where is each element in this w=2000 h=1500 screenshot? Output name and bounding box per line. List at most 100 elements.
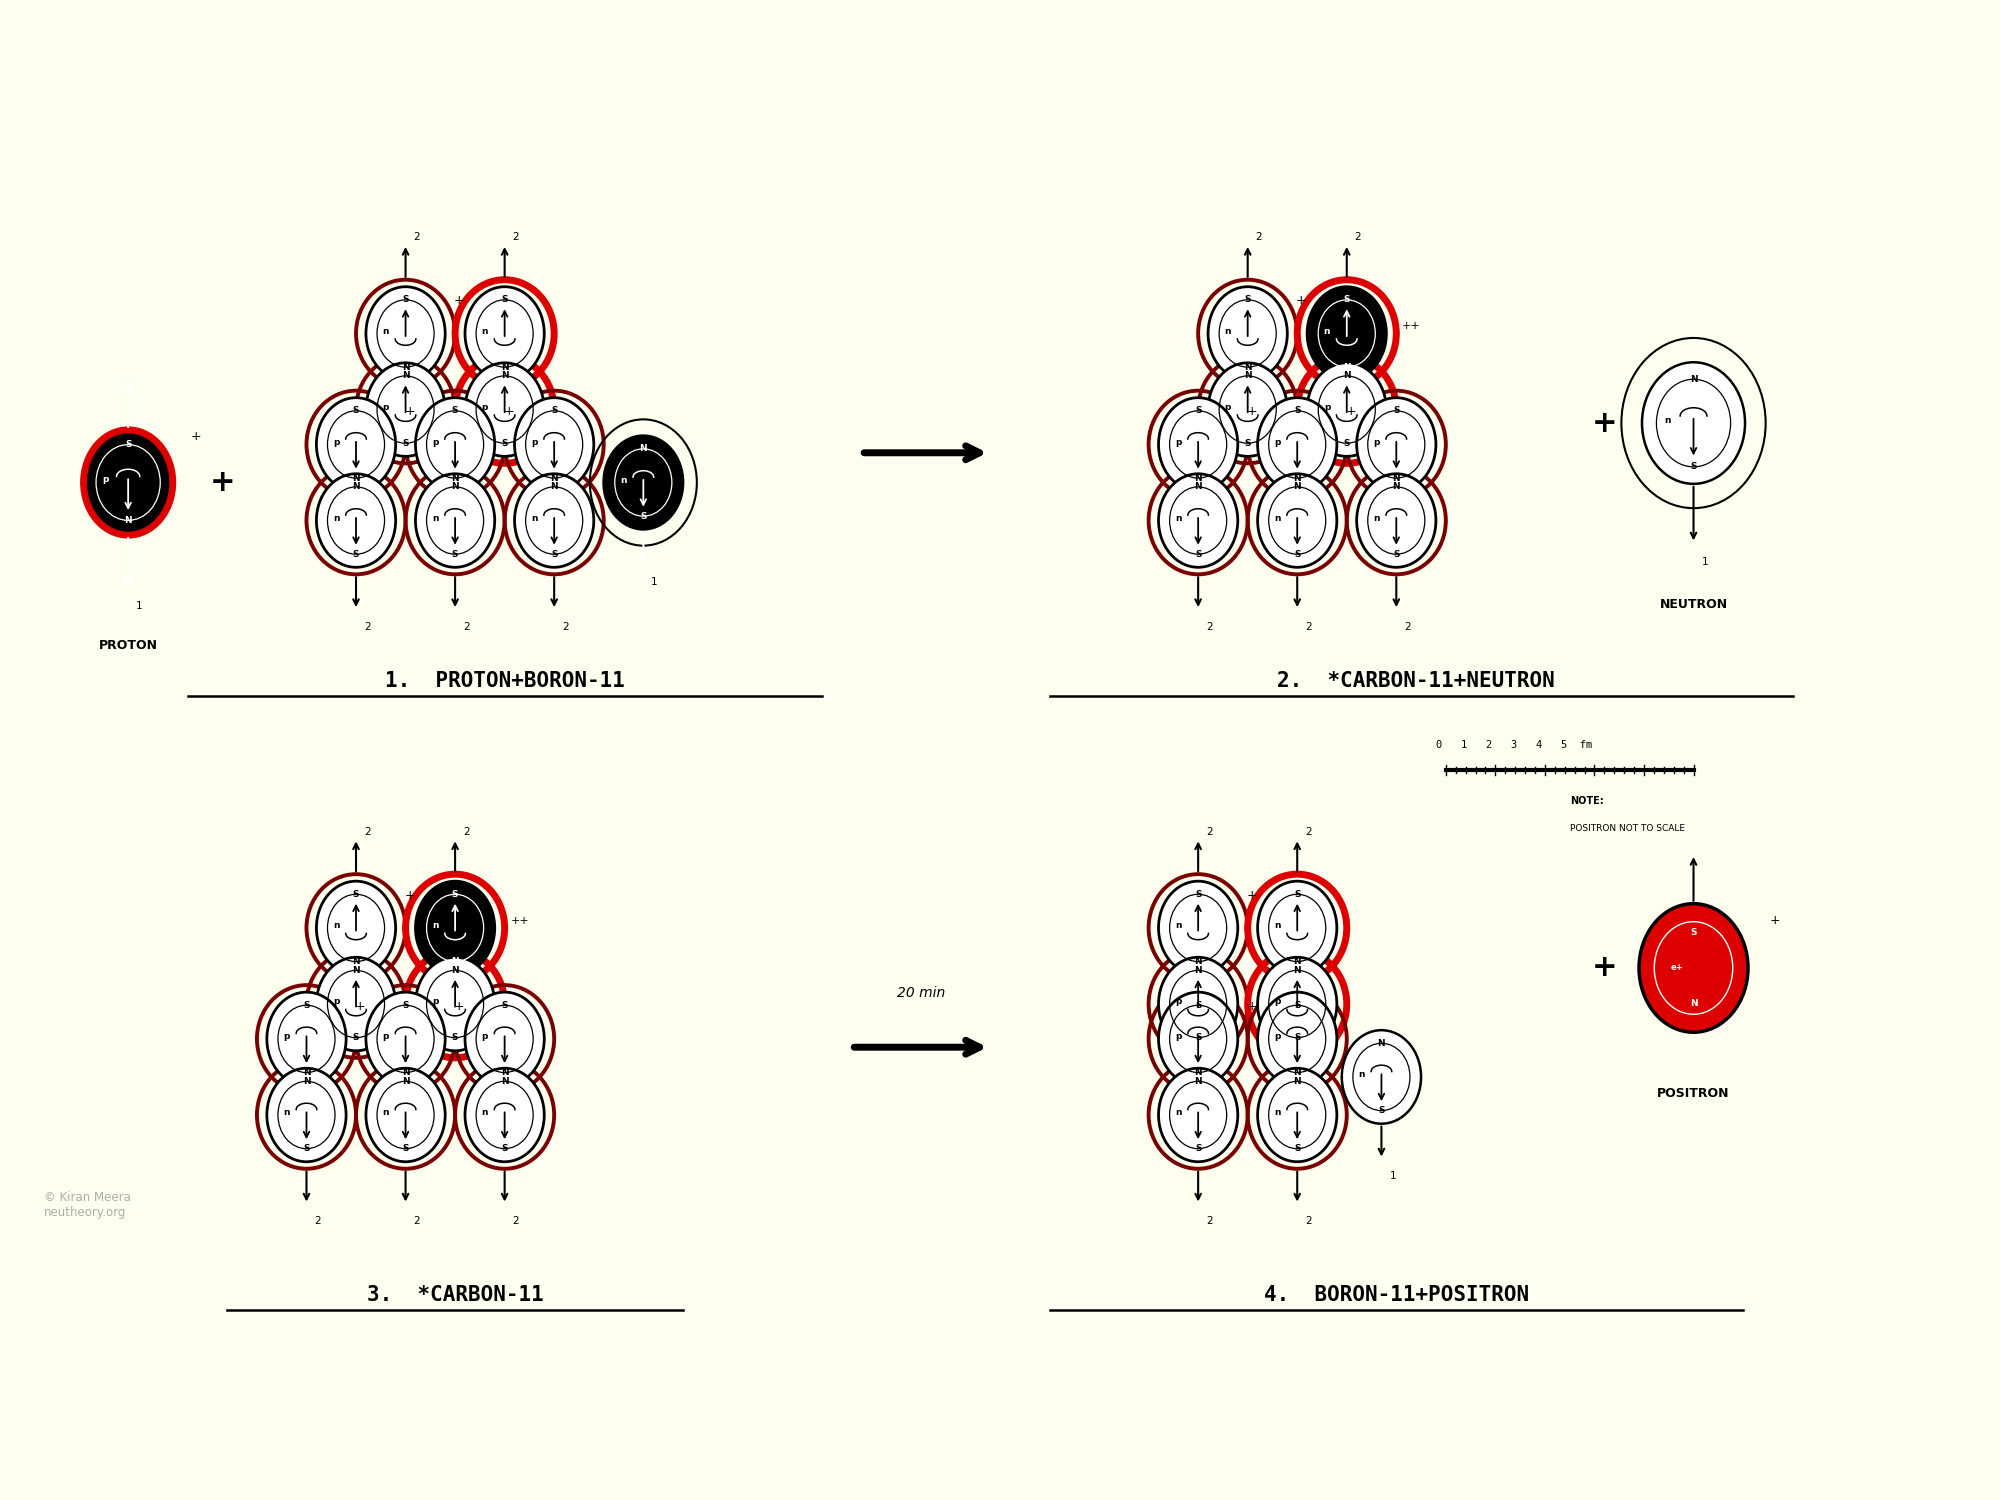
Text: N: N [1194,1068,1202,1077]
Text: N: N [1690,999,1698,1008]
Text: S: S [352,406,360,416]
Text: S: S [402,1144,408,1154]
Text: N: N [1294,957,1302,966]
Text: 1.  PROTON+BORON-11: 1. PROTON+BORON-11 [384,670,624,690]
Text: n: n [1176,921,1182,930]
Text: 1: 1 [1390,1172,1396,1180]
Text: S: S [1690,462,1696,471]
Text: S: S [124,440,132,448]
Text: N: N [1194,966,1202,975]
Ellipse shape [1158,474,1238,567]
Text: N: N [1342,372,1350,381]
Text: S: S [502,296,508,304]
Text: S: S [1394,406,1400,416]
Text: 2: 2 [512,232,520,242]
Text: n: n [382,1108,388,1118]
Text: 2: 2 [1306,1216,1312,1225]
Text: N: N [452,474,458,483]
Text: 2.  *CARBON-11+NEUTRON: 2. *CARBON-11+NEUTRON [1278,670,1554,690]
Text: N: N [500,1068,508,1077]
Text: S: S [452,549,458,558]
Ellipse shape [1158,398,1238,490]
Text: S: S [1244,440,1250,448]
Text: S: S [352,549,360,558]
Text: p: p [1176,438,1182,447]
Text: S: S [550,406,558,416]
Text: N: N [452,966,458,975]
Text: N: N [1294,474,1302,483]
Text: N: N [352,957,360,966]
Ellipse shape [1208,286,1288,381]
Text: N: N [1378,1040,1386,1048]
Ellipse shape [514,398,594,490]
Text: 2: 2 [562,622,568,632]
Text: N: N [500,363,508,372]
Text: n: n [1224,327,1232,336]
Ellipse shape [416,474,494,567]
Text: S: S [640,512,646,520]
Text: 2: 2 [1306,827,1312,837]
Text: S: S [304,1000,310,1010]
Text: p: p [334,998,340,1006]
Text: n: n [432,921,438,930]
Text: S: S [402,1000,408,1010]
Ellipse shape [1640,903,1748,1032]
Text: S: S [352,1034,360,1042]
Text: n: n [432,513,438,522]
Text: S: S [402,296,408,304]
Text: +: + [1346,405,1356,418]
Ellipse shape [316,474,396,567]
Ellipse shape [464,363,544,456]
Ellipse shape [514,474,594,567]
Text: S: S [352,890,360,898]
Ellipse shape [464,1068,544,1162]
Text: p: p [1324,402,1330,411]
Text: N: N [1294,966,1302,975]
Text: S: S [1194,890,1202,898]
Text: N: N [1244,372,1252,381]
Text: S: S [1294,1000,1300,1010]
Text: +: + [1592,954,1618,982]
Text: +: + [210,468,236,496]
Ellipse shape [1158,957,1238,1052]
Ellipse shape [464,992,544,1086]
Ellipse shape [1158,1068,1238,1162]
Text: n: n [332,921,340,930]
Text: S: S [1344,296,1350,304]
Text: S: S [1194,1144,1202,1154]
Ellipse shape [1356,398,1436,490]
Text: n: n [284,1108,290,1118]
Ellipse shape [266,1068,346,1162]
Text: +: + [1770,915,1780,927]
Text: n: n [1274,921,1280,930]
Text: p: p [1224,402,1232,411]
Ellipse shape [316,398,396,490]
Text: 2: 2 [512,1216,520,1225]
Ellipse shape [416,398,494,490]
Text: S: S [1378,1106,1384,1114]
Text: S: S [452,406,458,416]
Text: POSITRON: POSITRON [1658,1086,1730,1100]
Text: N: N [1194,474,1202,483]
Ellipse shape [1258,992,1336,1086]
Text: S: S [1294,549,1300,558]
Text: p: p [432,998,438,1006]
Text: p: p [1274,438,1280,447]
Text: N: N [124,516,132,525]
Text: NEUTRON: NEUTRON [1660,597,1728,610]
Text: +: + [190,430,202,444]
Ellipse shape [416,880,494,975]
Text: N: N [452,483,458,492]
Text: N: N [402,1068,410,1077]
Ellipse shape [604,435,682,530]
Text: S: S [1194,549,1202,558]
Text: S: S [452,890,458,898]
Text: +: + [1246,405,1256,418]
Text: S: S [1294,890,1300,898]
Ellipse shape [1258,474,1336,567]
Text: S: S [1344,440,1350,448]
Text: NOTE:: NOTE: [1570,796,1604,807]
Text: n: n [482,327,488,336]
Ellipse shape [366,992,446,1086]
Text: N: N [452,957,458,966]
